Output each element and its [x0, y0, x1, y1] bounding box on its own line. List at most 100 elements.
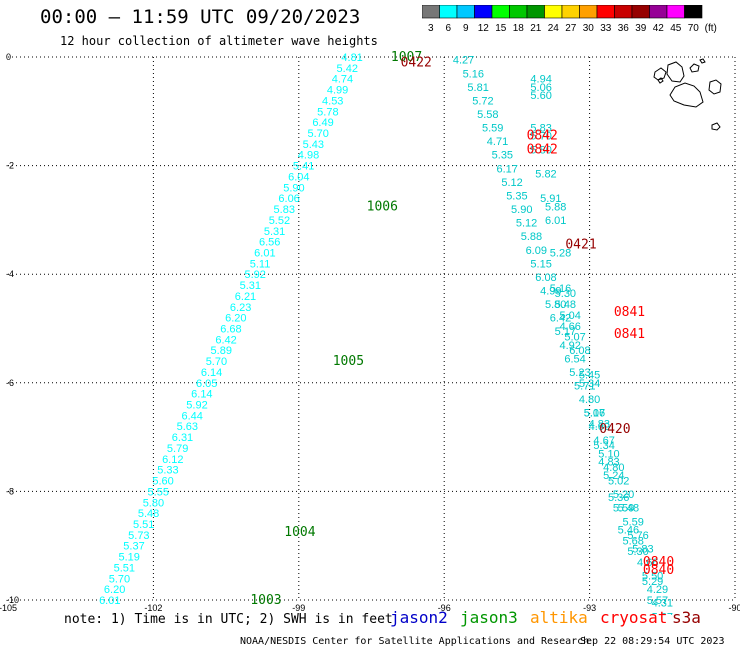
scale-label: 3 — [428, 23, 434, 33]
pass-time-label: 1006 — [367, 199, 398, 214]
wave-height-label: 5.67 — [652, 611, 673, 615]
wave-height-label: 6.14 — [201, 367, 222, 379]
satellite-jason3: jason3 — [460, 608, 518, 627]
y-tick-label: -10 — [6, 595, 19, 605]
wave-height-label: 5.73 — [128, 530, 149, 542]
wave-height-label: 5.55 — [148, 486, 169, 498]
wave-height-label: 5.31 — [240, 280, 261, 292]
wave-height-label: 6.23 — [230, 302, 251, 314]
footer-timestamp: Sep 22 08:29:54 UTC 2023 — [580, 636, 725, 647]
scale-label: 36 — [618, 23, 630, 33]
footer-note: note: 1) Time is in UTC; 2) SWH is in fe… — [64, 612, 393, 627]
wave-height-label: 5.45 — [579, 370, 600, 382]
wave-height-label: 5.83 — [530, 123, 551, 135]
wave-height-label: 5.83 — [274, 204, 295, 216]
page-title: 00:00 – 11:59 UTC 09/20/2023 — [40, 6, 361, 28]
wave-height-label: 5.06 — [530, 82, 551, 94]
wave-height-label: 6.31 — [172, 432, 193, 444]
wave-height-label: 4.31 — [652, 598, 673, 610]
footer-credit: NOAA/NESDIS Center for Satellite Applica… — [240, 636, 590, 647]
wave-height-label: 5.43 — [303, 139, 324, 151]
scale-label: (ft) — [705, 23, 717, 33]
pass-time-label: 0422 — [401, 55, 432, 70]
scale-label: 24 — [548, 23, 560, 33]
wave-height-label: 5.15 — [530, 258, 551, 270]
wave-height-label: 5.10 — [598, 448, 619, 460]
wave-height-label: 5.34 — [579, 378, 600, 390]
wave-height-label: 5.91 — [540, 193, 561, 205]
wave-height-label: 5.68 — [623, 535, 644, 547]
scale-label: 33 — [600, 23, 612, 33]
scale-label: 70 — [688, 23, 700, 33]
scale-label: 45 — [670, 23, 682, 33]
wave-height-label: 5.70 — [530, 131, 551, 143]
wave-height-label: 4.74 — [332, 74, 353, 86]
wave-height-label: 5.50 — [642, 571, 663, 583]
pass-time-label: 0840 — [643, 563, 674, 578]
wave-height-label: 5.70 — [206, 356, 227, 368]
wave-height-label: 5.20 — [613, 489, 634, 501]
wave-height-label: 5.52 — [269, 215, 290, 227]
wave-height-label: 5.42 — [337, 63, 358, 75]
wave-height-label: 6.01 — [545, 215, 566, 227]
pass-time-label: 0421 — [565, 237, 596, 252]
scale-label: 30 — [583, 23, 595, 33]
wave-height-label: 5.79 — [167, 443, 188, 455]
x-tick-label: -90 — [728, 603, 740, 613]
color-scale: 3 6 9 12 15 18 21 24 27 30 33 36 39 42 45 70 (ft) — [422, 5, 717, 33]
satellite-cryosat: cryosat — [600, 608, 668, 627]
wave-height-label: 5.35 — [506, 190, 527, 202]
wave-height-label: 4.83 — [589, 419, 610, 431]
wave-height-label: 5.16 — [550, 283, 571, 295]
wave-height-label: 6.01 — [99, 595, 120, 607]
wave-height-label: 5.92 — [186, 400, 207, 412]
wave-height-label: 6.01 — [254, 247, 275, 259]
scale-swatch — [684, 5, 703, 19]
wave-height-label: 5.51 — [114, 562, 135, 574]
y-tick-label: -4 — [6, 269, 14, 279]
wave-height-label: 5.76 — [627, 530, 648, 542]
wave-height-label: 4.81 — [341, 52, 362, 64]
wave-height-label: 4.99 — [540, 285, 561, 297]
wave-height-label: 5.59 — [623, 516, 644, 528]
scale-label: 27 — [565, 23, 577, 33]
wave-height-label: 5.19 — [118, 552, 139, 564]
wave-height-label: 6.56 — [259, 237, 280, 249]
wave-height-label: 5.59 — [613, 503, 634, 515]
wave-height-label: 5.90 — [511, 204, 532, 216]
scale-label: 39 — [635, 23, 647, 33]
wave-height-label: 5.41 — [293, 161, 314, 173]
wave-height-label: 6.49 — [312, 117, 333, 129]
wave-height-label: 5.70 — [307, 128, 328, 140]
wave-height-label: 5.57 — [647, 595, 668, 607]
satellite-s3a: s3a — [672, 608, 701, 627]
wave-height-label: 5.59 — [482, 123, 503, 135]
wave-height-label: 5.60 — [530, 90, 551, 102]
wave-height-label: 6.21 — [235, 291, 256, 303]
y-tick-label: -2 — [6, 161, 14, 171]
pass-time-label: 1007 — [391, 50, 422, 65]
wave-height-label: 5.33 — [157, 465, 178, 477]
pass-time-label: 1003 — [250, 593, 281, 608]
wave-height-label: 5.23 — [569, 367, 590, 379]
wave-height-label: 4.83 — [598, 457, 619, 469]
scale-label: 6 — [445, 23, 451, 33]
y-tick-label: 0 — [6, 52, 11, 62]
wave-height-label: 5.30 — [555, 288, 576, 300]
scale-label: 21 — [530, 23, 542, 33]
wave-height-label: 4.67 — [593, 435, 614, 447]
wave-height-label: 4.98 — [298, 150, 319, 162]
wave-height-label: 5.24 — [603, 470, 624, 482]
wave-height-label: 5.07 — [584, 408, 605, 420]
wave-height-label: 5.82 — [535, 169, 556, 181]
wave-height-label: 5.48 — [138, 508, 159, 520]
wave-height-label: 5.72 — [472, 95, 493, 107]
wave-height-label: 5.36 — [608, 492, 629, 504]
wave-height-label: 5.02 — [608, 476, 629, 488]
wave-height-label: 4.53 — [322, 95, 343, 107]
wave-height-label: 4.29 — [647, 584, 668, 596]
wave-height-label: 4.92 — [560, 340, 581, 352]
wave-height-label: 6.20 — [225, 313, 246, 325]
scale-label: 42 — [653, 23, 665, 33]
wave-height-label: 6.14 — [191, 389, 212, 401]
